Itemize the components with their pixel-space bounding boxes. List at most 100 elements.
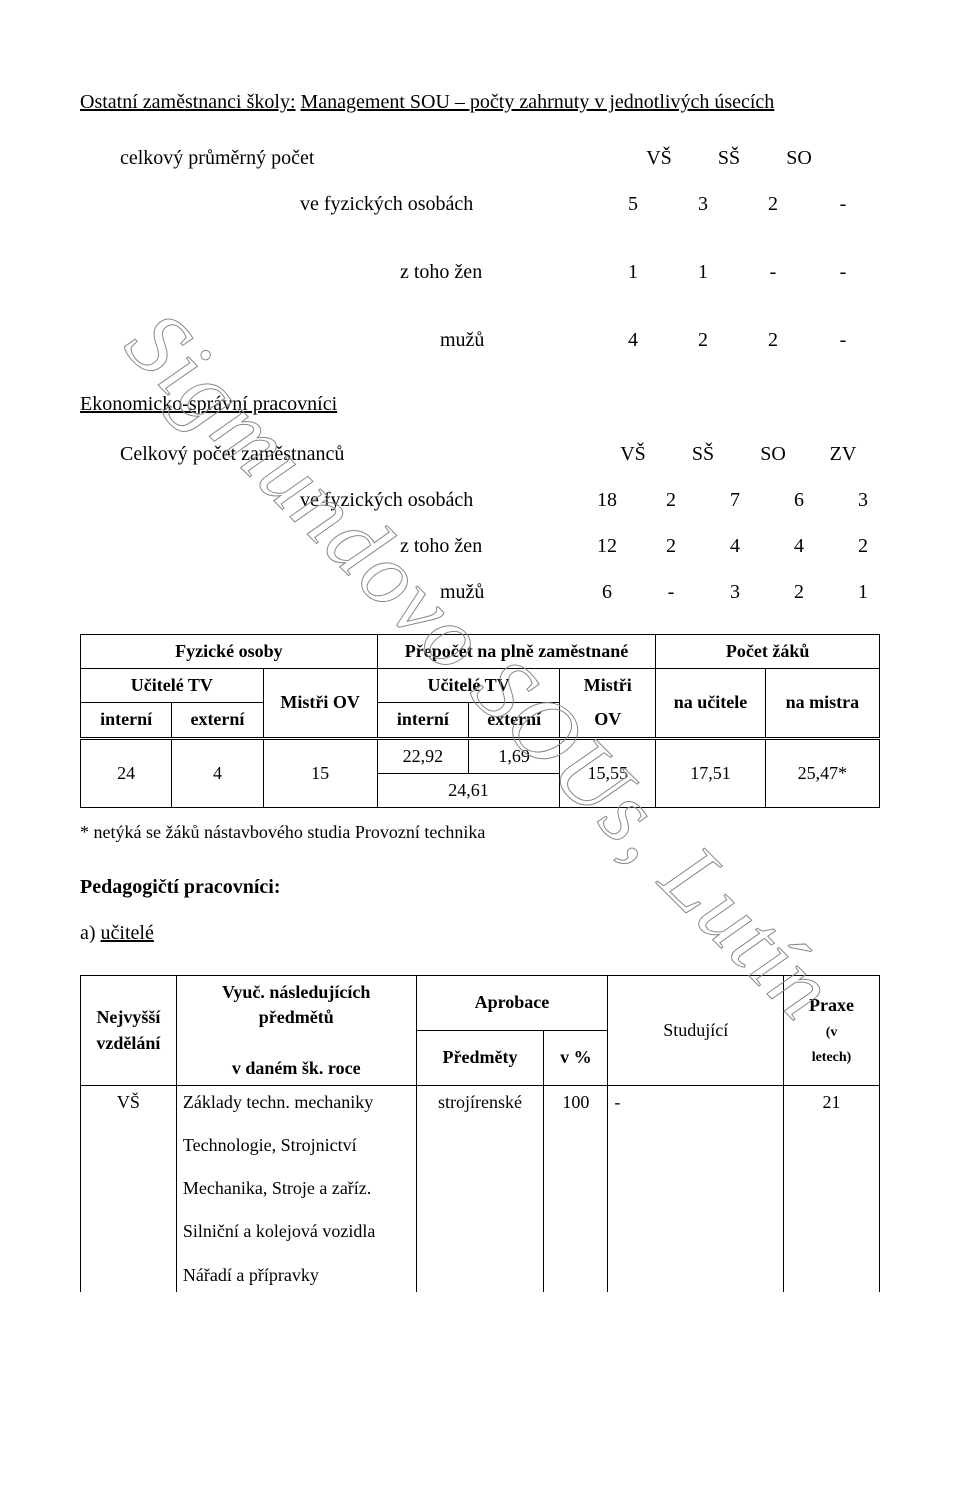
table-row: Nejvyšší vzdělání Vyuč. následujících př… (81, 976, 880, 1031)
table-row: VŠ Základy techn. mechaniky Technologie,… (81, 1085, 880, 1291)
row-ztoho-zen-1: z toho žen 1 1 - - (80, 258, 880, 286)
label-prumerny-pocet: celkový průměrný počet (120, 144, 642, 172)
val: 2 (846, 532, 880, 560)
label: Praxe (809, 995, 854, 1015)
th-externi-2: externí (469, 703, 560, 738)
val: - (654, 578, 688, 606)
val: 3 (686, 190, 720, 218)
val: 1 (686, 258, 720, 286)
th-na-ucitele: na učitele (656, 669, 766, 738)
val: 12 (590, 532, 624, 560)
label-ztoho-zen-2: z toho žen (80, 532, 590, 560)
val: - (826, 326, 860, 354)
cell: 15 (263, 738, 377, 807)
val: 3 (718, 578, 752, 606)
val: - (826, 190, 860, 218)
th-interni-1: interní (81, 703, 172, 738)
val: 6 (782, 486, 816, 514)
label: Nejvyšší (96, 1007, 160, 1027)
table-row: Učitelé TV Mistři OV Učitelé TV Mistři n… (81, 669, 880, 703)
subject: Silniční a kolejová vozidla (183, 1219, 410, 1244)
val: 6 (590, 578, 624, 606)
th-studujici: Studující (608, 976, 784, 1086)
col-ss: SŠ (686, 440, 720, 468)
th-ov: OV (560, 703, 656, 738)
heading-ucitele-text: učitelé (101, 919, 154, 947)
val: - (756, 258, 790, 286)
table-row: Fyzické osoby Přepočet na plně zaměstnan… (81, 635, 880, 669)
th-nejvyssi-vzdelani: Nejvyšší vzdělání (81, 976, 177, 1086)
row-fyz-osoby-1: ve fyzických osobách 5 3 2 - (80, 190, 880, 218)
cell-vzdelani: VŠ (81, 1085, 177, 1291)
footnote: * netýká se žáků nástavbového studia Pro… (80, 820, 880, 845)
col-so: SO (782, 144, 816, 172)
cell-studujici: - (608, 1085, 784, 1291)
th-interni-2: interní (377, 703, 468, 738)
cell: 17,51 (656, 738, 766, 807)
col-so: SO (756, 440, 790, 468)
th-externi-1: externí (172, 703, 263, 738)
subject: Mechanika, Stroje a zaříz. (183, 1176, 410, 1201)
val: 3 (846, 486, 880, 514)
val: 2 (782, 578, 816, 606)
label-ztoho-zen-1: z toho žen (80, 258, 616, 286)
cell: 1,69 (469, 738, 560, 773)
label-muzu-1: mužů (80, 326, 616, 354)
label-muzu-2: mužů (80, 578, 590, 606)
cell: 15,55 (560, 738, 656, 807)
table-fyzicke-osoby: Fyzické osoby Přepočet na plně zaměstnan… (80, 634, 880, 808)
row-muzu-2: mužů 6 - 3 2 1 (80, 578, 880, 606)
heading-pedagogicti: Pedagogičtí pracovníci: (80, 873, 880, 901)
label: letech) (812, 1050, 852, 1065)
val: 2 (654, 486, 688, 514)
row-muzu-1: mužů 4 2 2 - (80, 326, 880, 354)
subject: Základy techn. mechaniky (183, 1090, 410, 1115)
cell-percent: 100 (544, 1085, 608, 1291)
val: 1 (846, 578, 880, 606)
th-fyz-osoby: Fyzické osoby (81, 635, 378, 669)
row-celkovy-pocet: Celkový počet zaměstnanců VŠ SŠ SO ZV (120, 440, 880, 468)
val: 7 (718, 486, 752, 514)
subject: Technologie, Strojnictví (183, 1133, 410, 1158)
col-zv: ZV (826, 440, 860, 468)
col-ss: SŠ (712, 144, 746, 172)
label-fyz-osoby-1: ve fyzických osobách (80, 190, 616, 218)
th-aprobace: Aprobace (416, 976, 608, 1031)
cell: 22,92 (377, 738, 468, 773)
val: 4 (718, 532, 752, 560)
table-ucitele: Nejvyšší vzdělání Vyuč. následujících př… (80, 975, 880, 1292)
subject: Nářadí a přípravky (183, 1263, 410, 1288)
cell-predmet: Základy techn. mechaniky Technologie, St… (176, 1085, 416, 1291)
val: - (826, 258, 860, 286)
cell: 25,47* (765, 738, 879, 807)
cell: 24,61 (377, 773, 560, 807)
cell-praxe: 21 (784, 1085, 880, 1291)
val: 4 (782, 532, 816, 560)
col-vs: VŠ (616, 440, 650, 468)
label: v daném šk. roce (232, 1058, 361, 1078)
val: 2 (756, 326, 790, 354)
th-ucitele-tv-2: Učitelé TV (377, 669, 560, 703)
label: Vyuč. následujících (222, 982, 370, 1002)
val: 2 (654, 532, 688, 560)
row-fyz-osoby-2: ve fyzických osobách 18 2 7 6 3 (80, 486, 880, 514)
label-celkovy-pocet: Celkový počet zaměstnanců (120, 440, 616, 468)
cell: 4 (172, 738, 263, 807)
heading-ostatni: Ostatní zaměstnanci školy: (80, 88, 296, 116)
heading-ucitele-prefix: a) (80, 922, 101, 944)
heading-management: Management SOU – počty zahrnuty v jednot… (301, 88, 775, 116)
th-predmety: Předměty (416, 1031, 544, 1086)
val: 5 (616, 190, 650, 218)
th-pocet-zaku: Počet žáků (656, 635, 880, 669)
val: 1 (616, 258, 650, 286)
col-vs: VŠ (642, 144, 676, 172)
row-prumerny-label: celkový průměrný počet VŠ SŠ SO (120, 144, 880, 172)
label: vzdělání (96, 1033, 160, 1053)
th-mistri: Mistři (560, 669, 656, 703)
heading-ucitele: a) učitelé (80, 919, 880, 947)
th-v-percent: v % (544, 1031, 608, 1086)
th-mistri-ov: Mistři OV (263, 669, 377, 738)
row-ztoho-zen-2: z toho žen 12 2 4 4 2 (80, 532, 880, 560)
label: předmětů (259, 1007, 334, 1027)
label: (v (826, 1025, 838, 1040)
